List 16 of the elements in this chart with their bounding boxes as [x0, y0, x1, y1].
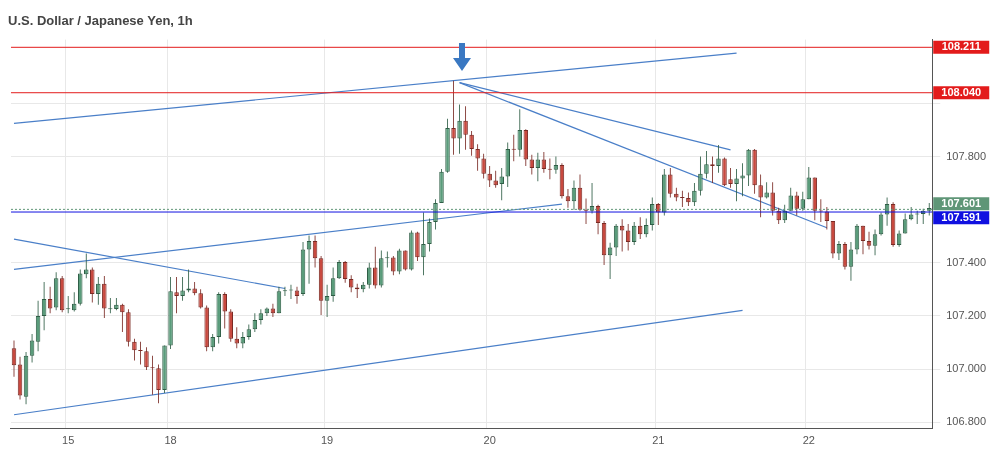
y-tick-label: 107.800	[946, 149, 986, 162]
x-tick-label: 19	[320, 434, 334, 447]
ref-line-label: 107.591	[941, 210, 982, 223]
x-tick-label: 18	[164, 434, 177, 447]
y-tick-label: 107.400	[946, 255, 986, 268]
x-tick-label: 21	[652, 434, 665, 447]
chart-title: U.S. Dollar / Japanese Yen, 1h	[8, 13, 193, 29]
x-tick-label: 15	[62, 434, 75, 447]
y-tick-label: 107.000	[946, 362, 986, 375]
ref-line-label: 108.211	[941, 40, 981, 53]
y-tick-label: 107.200	[946, 308, 986, 321]
y-tick-label: 106.800	[946, 415, 986, 428]
ref-line-label: 108.040	[941, 85, 982, 98]
x-tick-label: 22	[802, 434, 815, 447]
ref-line-label: 107.601	[941, 196, 982, 209]
x-tick-label: 20	[483, 434, 496, 447]
